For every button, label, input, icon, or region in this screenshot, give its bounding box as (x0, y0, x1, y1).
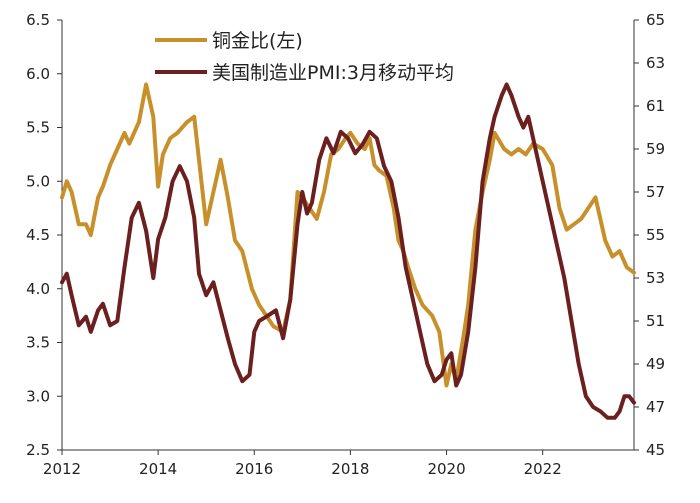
y-right-tick-label: 57 (646, 183, 665, 201)
y-right-tick-label: 59 (646, 140, 665, 158)
legend-label-pmi: 美国制造业PMI:3月移动平均 (212, 62, 454, 84)
x-tick-label: 2014 (139, 460, 177, 478)
x-tick-label: 2018 (331, 460, 369, 478)
x-tick-label: 2016 (235, 460, 273, 478)
y-right-tick-label: 49 (646, 355, 665, 373)
legend: 铜金比(左) 美国制造业PMI:3月移动平均 (155, 30, 454, 84)
y-right-tick-label: 55 (646, 226, 665, 244)
y-right-tick-label: 61 (646, 97, 665, 115)
series-line-pmi (60, 82, 636, 420)
y-left-tick-label: 2.5 (26, 441, 50, 459)
x-ticks: 2012 2014 2016 2018 2020 2022 (43, 450, 562, 478)
y-left-tick-label: 5.0 (26, 172, 50, 190)
y-right-tick-label: 51 (646, 312, 665, 330)
y-left-tick-label: 4.5 (26, 226, 50, 244)
y-right-tick-label: 47 (646, 398, 665, 416)
y-left-tick-label: 3.0 (26, 387, 50, 405)
y-right-ticks: 45 47 49 51 53 55 57 59 61 63 65 (634, 11, 665, 459)
x-tick-label: 2020 (427, 460, 465, 478)
series-line-copper-gold (60, 82, 636, 388)
y-right-tick-label: 63 (646, 54, 665, 72)
y-right-tick-label: 45 (646, 441, 665, 459)
y-right-tick-label: 53 (646, 269, 665, 287)
y-right-tick-label: 65 (646, 11, 665, 29)
legend-label-copper-gold: 铜金比(左) (212, 30, 303, 52)
y-left-tick-label: 5.5 (26, 119, 50, 137)
y-left-ticks: 2.5 3.0 3.5 4.0 4.5 5.0 5.5 6.0 6.5 (26, 11, 62, 459)
x-tick-label: 2022 (524, 460, 562, 478)
y-left-tick-label: 6.0 (26, 65, 50, 83)
y-left-tick-label: 6.5 (26, 11, 50, 29)
y-left-tick-label: 3.5 (26, 334, 50, 352)
y-left-tick-label: 4.0 (26, 280, 50, 298)
x-tick-label: 2012 (43, 460, 81, 478)
series-layer (60, 82, 636, 420)
